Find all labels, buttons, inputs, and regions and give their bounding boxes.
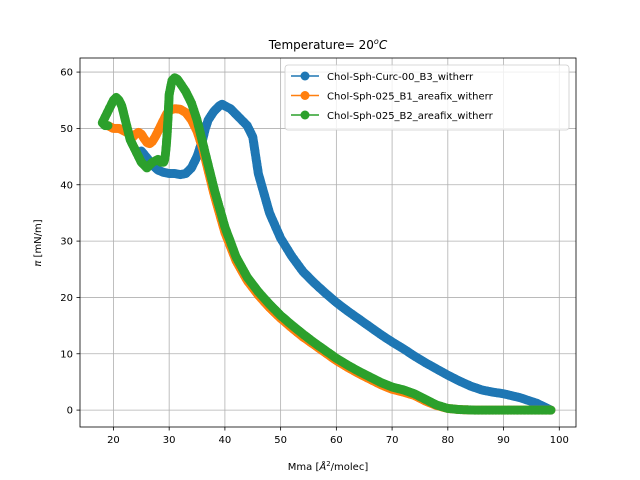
x-axis-label: Mma [Å2/molec] (288, 460, 369, 473)
y-tick-label: 50 (60, 124, 73, 135)
legend: Chol-Sph-Curc-00_B3_witherr Chol-Sph-025_… (284, 64, 570, 131)
legend-marker (300, 110, 310, 120)
chart-title-suffix: C (379, 38, 388, 52)
x-tick-label: 70 (386, 435, 399, 446)
x-tick-label: 80 (441, 435, 454, 446)
x-tick-label: 50 (274, 435, 287, 446)
legend-label: Chol-Sph-025_B1_areafix_witherr (327, 92, 494, 103)
chart-title-superscript: o (374, 37, 379, 46)
y-tick-label: 10 (60, 349, 73, 360)
series-layer (97, 73, 556, 415)
x-axis-label-prefix: Mma [ (288, 462, 320, 473)
y-tick-label: 40 (60, 180, 73, 191)
x-axis-label-symbol: Å (318, 460, 326, 473)
y-tick-label: 0 (67, 406, 73, 417)
x-axis-label-suffix: /molec] (331, 462, 369, 473)
legend-marker (300, 91, 310, 100)
y-axis-label-symbol: π (33, 260, 44, 267)
legend-box (284, 64, 570, 131)
chart-title: Temperature= 20oC (268, 37, 388, 52)
legend-item: Chol-Sph-Curc-00_B3_witherr (291, 71, 474, 83)
chart-title-main: Temperature= 20 (268, 38, 374, 52)
y-tick-label: 20 (60, 293, 73, 304)
x-tick-label: 100 (550, 435, 569, 446)
y-axis-label: π [mN/m] (33, 219, 44, 266)
x-tick-label: 40 (219, 435, 232, 446)
x-tick-label: 90 (497, 435, 510, 446)
ticks: 20 30 40 50 60 70 80 90 100 0 10 20 30 40 50 60 (60, 68, 569, 446)
axes-frame (79, 57, 577, 428)
y-tick-label: 30 (60, 237, 73, 248)
y-tick-label: 60 (60, 68, 73, 79)
y-axis-label-suffix: [mN/m] (33, 219, 44, 260)
legend-item: Chol-Sph-025_B2_areafix_witherr (291, 110, 494, 122)
legend-label: Chol-Sph-025_B2_areafix_witherr (327, 111, 494, 122)
legend-label: Chol-Sph-Curc-00_B3_witherr (327, 72, 474, 83)
legend-marker (300, 71, 310, 81)
series-3 (97, 73, 556, 415)
x-tick-label: 30 (163, 435, 176, 446)
x-tick-label: 20 (107, 435, 120, 446)
x-axis-label-superscript: 2 (326, 460, 330, 468)
data-point (103, 121, 113, 131)
legend-item: Chol-Sph-025_B1_areafix_witherr (291, 91, 494, 103)
x-tick-label: 60 (330, 435, 343, 446)
